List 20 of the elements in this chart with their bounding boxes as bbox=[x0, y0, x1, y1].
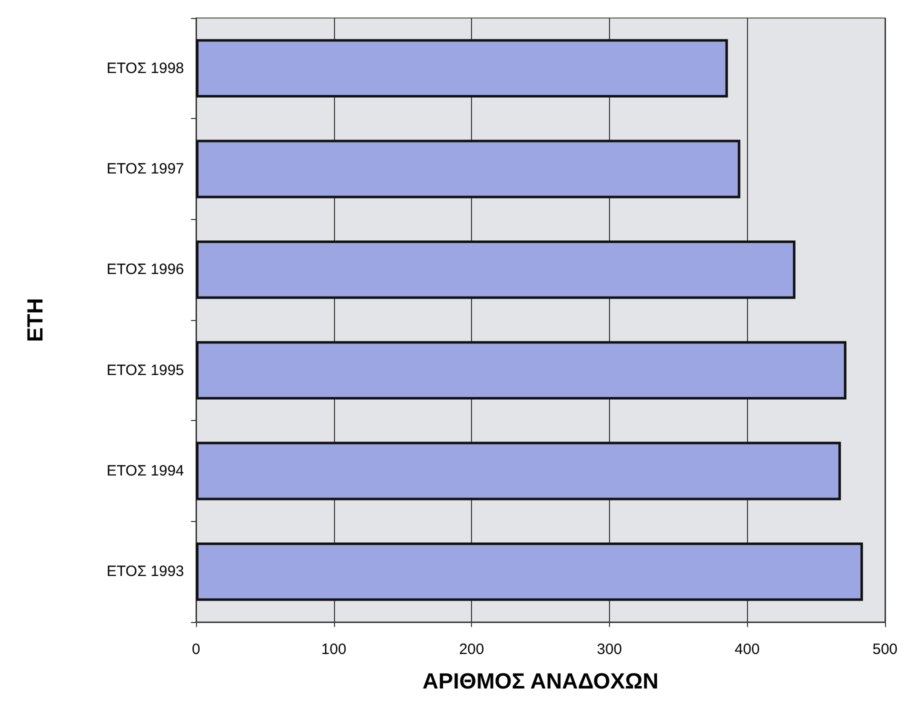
bar bbox=[196, 542, 863, 601]
y-tick-label: ΕΤΟΣ 1996 bbox=[106, 261, 184, 278]
y-axis-title: ΕΤΗ bbox=[22, 298, 48, 342]
bar bbox=[196, 140, 740, 198]
x-tick-label: 400 bbox=[734, 641, 760, 658]
y-tick-label: ΕΤΟΣ 1997 bbox=[106, 160, 184, 178]
x-tick-label: 100 bbox=[321, 641, 346, 658]
y-tick-label: ΕΤΟΣ 1994 bbox=[106, 462, 184, 480]
x-tick-label: 300 bbox=[596, 641, 622, 658]
y-tick-label: ΕΤΟΣ 1993 bbox=[106, 563, 184, 580]
bar bbox=[196, 240, 796, 299]
x-axis-title: ΑΡΙΘΜΟΣ ΑΝΑΔΟΧΩΝ bbox=[422, 668, 658, 694]
bar bbox=[196, 442, 841, 500]
bar bbox=[196, 39, 728, 98]
x-tick-label: 200 bbox=[459, 641, 484, 658]
x-tick-label: 0 bbox=[192, 641, 200, 658]
y-tick-label: ΕΤΟΣ 1995 bbox=[106, 362, 184, 379]
x-tick-label: 500 bbox=[872, 641, 898, 658]
y-tick-label: ΕΤΟΣ 1998 bbox=[106, 60, 184, 77]
bar bbox=[196, 341, 846, 400]
